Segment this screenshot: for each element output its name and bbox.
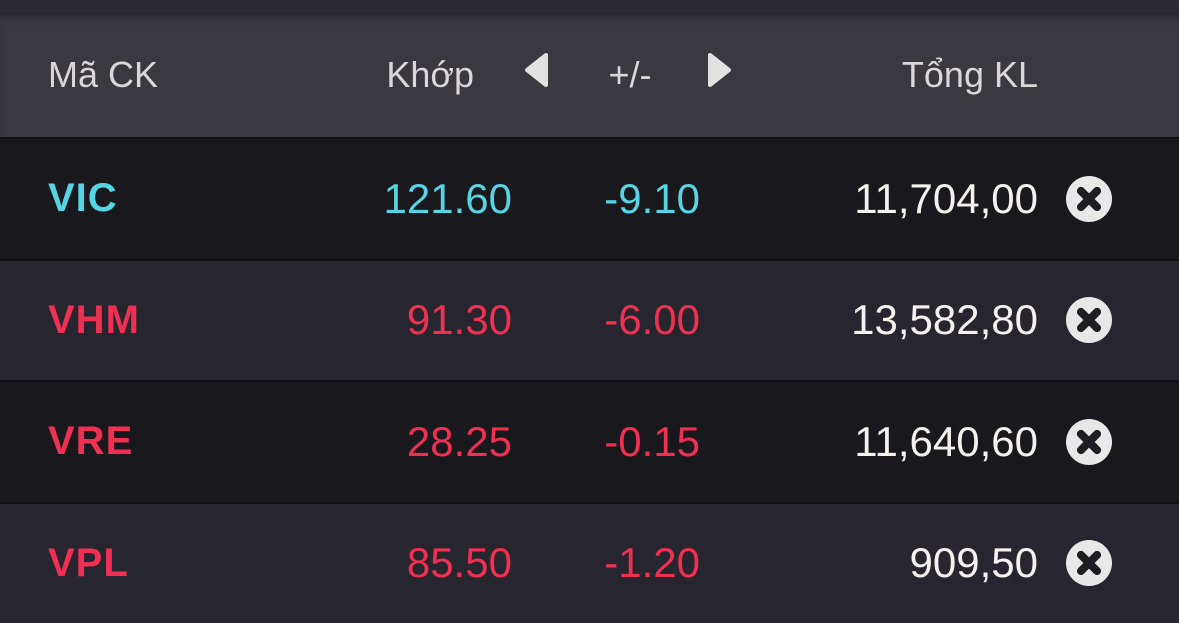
spacer <box>512 504 560 623</box>
price-change: -9.10 <box>604 174 700 222</box>
column-header-symbol[interactable]: Mã CK <box>48 53 159 95</box>
spacer <box>700 261 740 381</box>
table-row[interactable]: VHM 91.30 -6.00 13,582,80 <box>0 258 1179 381</box>
spacer <box>512 382 560 502</box>
remove-stock-button[interactable] <box>1066 540 1112 587</box>
matched-price: 28.25 <box>406 417 512 465</box>
price-change: -0.15 <box>604 417 700 465</box>
total-volume: 909,50 <box>909 539 1038 587</box>
matched-price: 91.30 <box>406 296 512 344</box>
right-triangle-icon <box>707 52 733 97</box>
price-change: -1.20 <box>604 539 700 587</box>
remove-stock-button[interactable] <box>1066 418 1112 465</box>
remove-stock-button[interactable] <box>1066 297 1112 344</box>
matched-price: 121.60 <box>383 174 512 222</box>
remove-stock-button[interactable] <box>1066 175 1112 222</box>
total-volume: 11,640,60 <box>854 417 1038 465</box>
circle-x-icon <box>1066 540 1112 587</box>
table-row[interactable]: VPL 85.50 -1.20 909,50 <box>0 501 1179 623</box>
matched-price: 85.50 <box>406 539 512 587</box>
total-volume: 11,704,00 <box>854 174 1038 222</box>
next-column-button[interactable] <box>700 12 740 137</box>
stock-symbol[interactable]: VHM <box>48 297 140 342</box>
table-row[interactable]: VIC 121.60 -9.10 11,704,00 <box>0 137 1179 259</box>
spacer <box>700 504 740 623</box>
price-change: -6.00 <box>604 296 700 344</box>
column-header-price[interactable]: Khớp <box>386 53 474 95</box>
column-header-change[interactable]: +/- <box>608 53 652 95</box>
column-header-actions <box>1038 12 1179 137</box>
left-triangle-icon <box>523 52 549 97</box>
spacer <box>700 382 740 502</box>
prev-column-button[interactable] <box>512 12 560 137</box>
column-header-total[interactable]: Tổng KL <box>901 53 1038 95</box>
circle-x-icon <box>1066 297 1112 344</box>
top-strip <box>0 0 1179 12</box>
watchlist-header: Mã CK Khớp +/- Tổng KL <box>0 12 1179 137</box>
stock-symbol[interactable]: VIC <box>48 176 118 221</box>
circle-x-icon <box>1066 418 1112 465</box>
spacer <box>512 261 560 381</box>
spacer <box>512 139 560 259</box>
circle-x-icon <box>1066 175 1112 222</box>
spacer <box>700 139 740 259</box>
stock-symbol[interactable]: VPL <box>48 540 129 585</box>
total-volume: 13,582,80 <box>851 296 1038 344</box>
table-row[interactable]: VRE 28.25 -0.15 11,640,60 <box>0 380 1179 502</box>
stock-symbol[interactable]: VRE <box>48 419 134 464</box>
